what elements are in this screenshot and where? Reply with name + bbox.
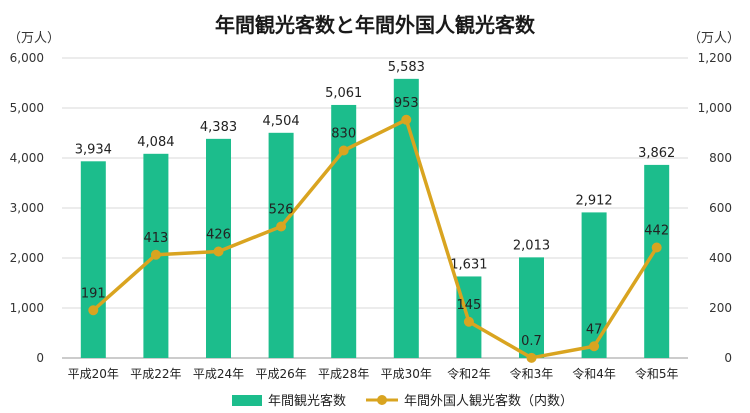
left-tick-label: 3,000 <box>10 201 44 215</box>
chart-title: 年間観光客数と年間外国人観光客数 <box>215 13 536 37</box>
line-series: 191 413 426 526 830 953 145 0.7 47 442 <box>81 96 669 363</box>
x-tick-label: 平成30年 <box>381 367 432 381</box>
left-axis-ticks: 0 1,000 2,000 3,000 4,000 5,000 6,000 <box>10 51 44 365</box>
legend-line-label: 年間外国人観光客数（内数） <box>404 393 573 409</box>
legend-bar-swatch <box>232 395 262 406</box>
line-value-label: 47 <box>586 322 603 337</box>
line-point <box>526 352 537 363</box>
bar-value-label: 4,383 <box>200 120 237 135</box>
bar-value-label: 4,084 <box>137 135 174 150</box>
bar <box>519 257 544 358</box>
x-tick-label: 平成28年 <box>318 367 369 381</box>
x-tick-label: 令和5年 <box>635 366 679 381</box>
bar <box>80 161 106 358</box>
line-point <box>651 242 662 253</box>
bar-value-label: 5,061 <box>325 86 362 101</box>
right-axis-unit: （万人） <box>688 31 740 46</box>
left-tick-label: 6,000 <box>10 51 44 65</box>
line-point <box>401 114 412 125</box>
line-value-label: 145 <box>456 298 481 313</box>
line-value-label: 413 <box>143 231 168 246</box>
line-value-label: 526 <box>269 203 294 218</box>
line-point <box>276 221 287 232</box>
line-point <box>589 341 600 352</box>
left-tick-label: 2,000 <box>10 251 44 265</box>
right-tick-label: 400 <box>709 251 732 265</box>
right-tick-label: 0 <box>724 351 732 365</box>
line-value-label: 953 <box>394 96 419 111</box>
x-tick-label: 平成26年 <box>255 367 306 381</box>
line-point <box>213 246 224 257</box>
legend-bar-label: 年間観光客数 <box>268 393 346 409</box>
line-value-label: 0.7 <box>521 334 542 349</box>
x-axis-ticks: 平成20年 平成22年 平成24年 平成26年 平成28年 平成30年 令和2年 令和3年 令和… <box>68 366 679 381</box>
right-tick-label: 800 <box>709 151 732 165</box>
left-tick-label: 1,000 <box>10 301 44 315</box>
bar-value-label: 4,504 <box>262 114 299 129</box>
line-point <box>338 145 349 156</box>
right-tick-label: 600 <box>709 201 732 215</box>
line-point <box>88 305 99 316</box>
left-tick-label: 5,000 <box>10 101 44 115</box>
line-point <box>150 249 161 260</box>
line-point <box>463 316 474 327</box>
bar <box>331 104 357 358</box>
right-tick-label: 200 <box>709 301 732 315</box>
series-line <box>92 118 659 360</box>
line-value-label: 442 <box>644 224 669 239</box>
legend: 年間観光客数 年間外国人観光客数（内数） <box>232 393 573 409</box>
left-axis-unit: （万人） <box>8 31 60 46</box>
bar <box>268 132 294 358</box>
line-value-label: 191 <box>81 286 106 301</box>
bar-value-label: 2,013 <box>513 238 550 253</box>
bar-series <box>80 78 670 358</box>
x-tick-label: 平成24年 <box>193 367 244 381</box>
bar-value-label: 2,912 <box>575 193 612 208</box>
legend-line-marker <box>377 395 387 405</box>
bar-value-label: 3,934 <box>75 142 112 157</box>
right-axis-ticks: 0 200 400 600 800 1,000 1,200 <box>698 51 732 365</box>
x-tick-label: 令和4年 <box>572 366 616 381</box>
bar-value-labels: 3,934 4,084 4,383 4,504 5,061 5,583 1,631 2,013… <box>75 60 676 273</box>
right-tick-label: 1,200 <box>698 51 732 65</box>
bar-value-label: 3,862 <box>638 146 675 161</box>
x-tick-label: 平成20年 <box>68 367 119 381</box>
line-value-label: 426 <box>206 228 231 243</box>
x-tick-label: 令和2年 <box>447 366 491 381</box>
line-value-label: 830 <box>331 127 356 142</box>
left-tick-label: 0 <box>36 351 44 365</box>
x-tick-label: 令和3年 <box>510 366 554 381</box>
x-tick-label: 平成22年 <box>130 367 181 381</box>
bar-value-label: 5,583 <box>388 60 425 75</box>
right-tick-label: 1,000 <box>698 101 732 115</box>
left-tick-label: 4,000 <box>10 151 44 165</box>
bar-value-label: 1,631 <box>450 257 487 272</box>
